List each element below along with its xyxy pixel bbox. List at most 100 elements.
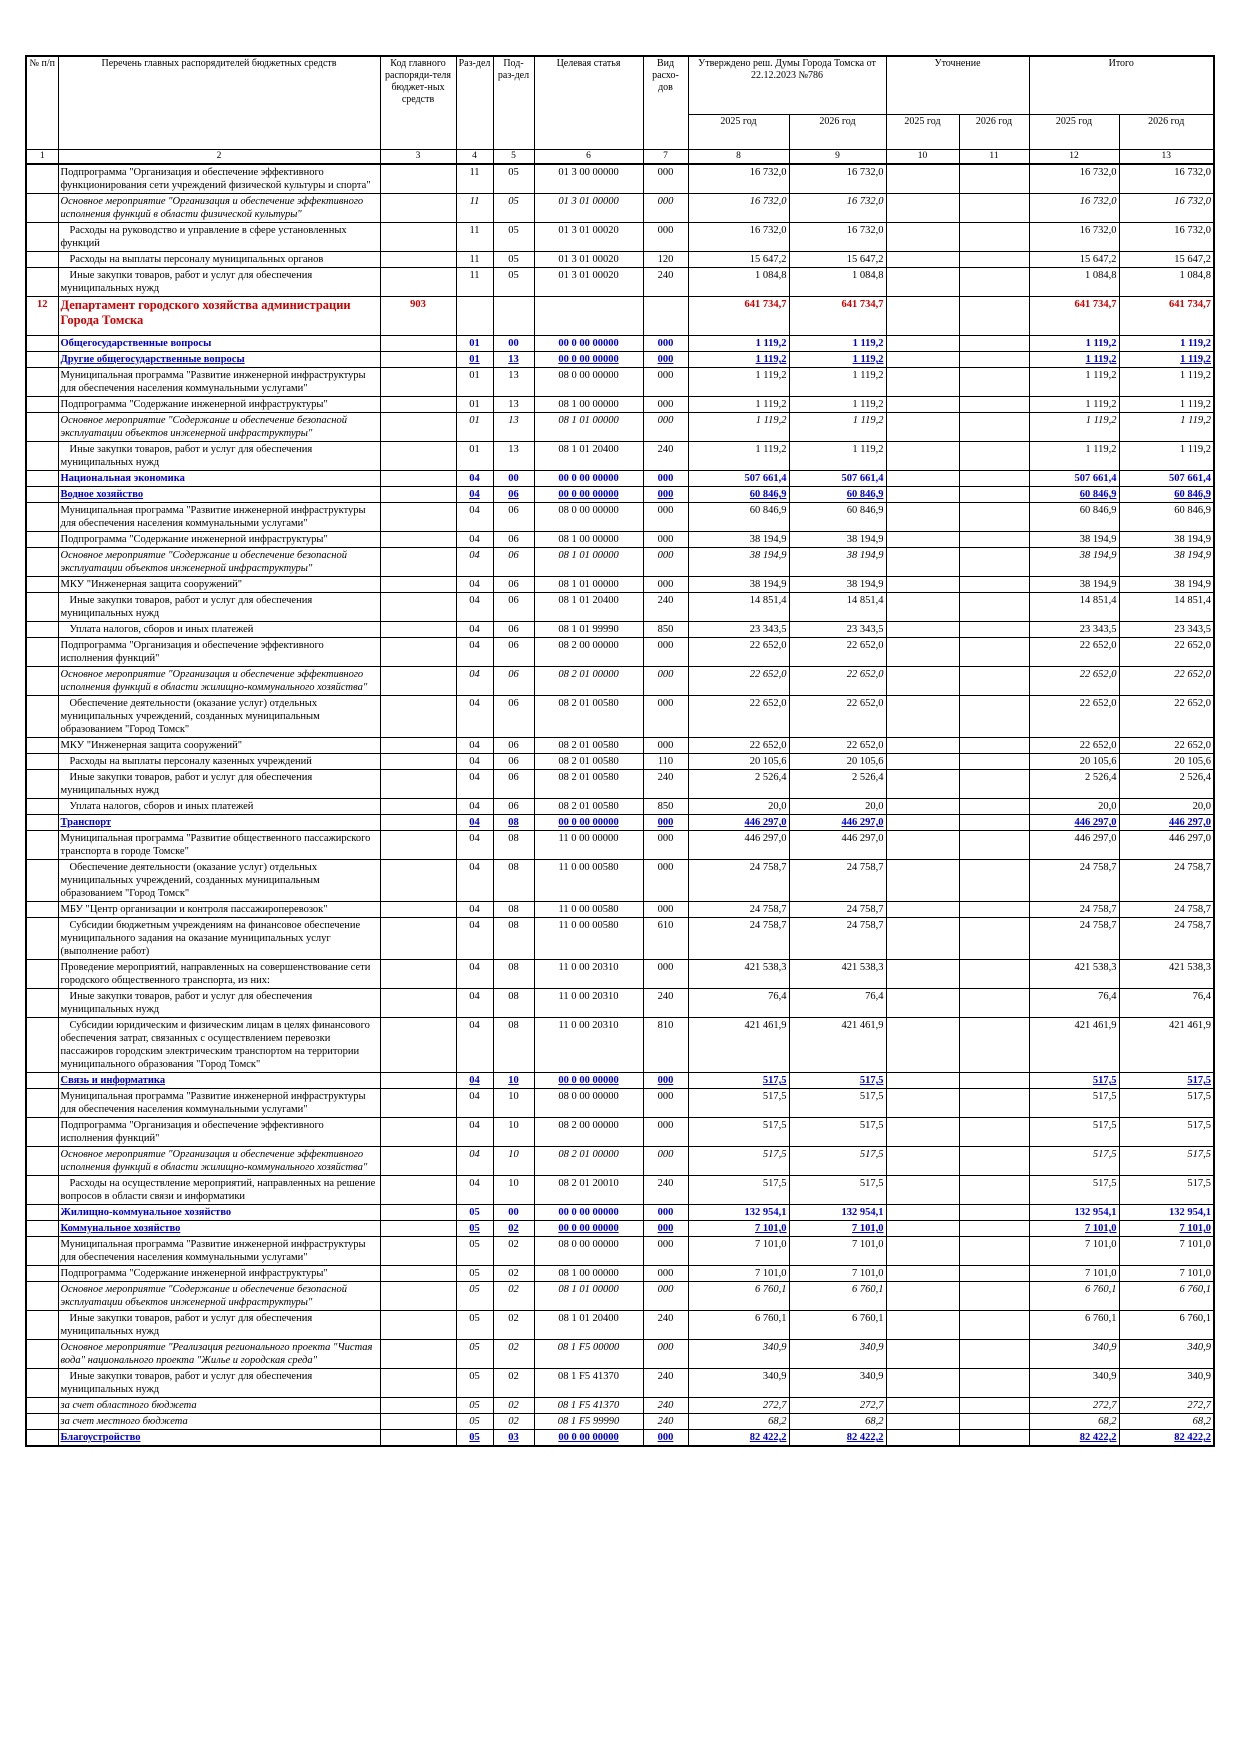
cell-expense-type: 000 [642, 222, 689, 252]
cell-total-2026: 76,4 [1118, 988, 1215, 1018]
cell-approved-2026: 517,5 [788, 1088, 887, 1118]
cell-adjustment-2025 [885, 959, 960, 989]
header-name: Перечень главных распорядителей бюджетны… [57, 55, 381, 150]
cell-name: за счет областного бюджета [57, 1397, 381, 1414]
cell-adjustment-2026 [958, 502, 1030, 532]
cell-adjustment-2026 [958, 1072, 1030, 1089]
cell-adjustment-2025 [885, 222, 960, 252]
cell-adjustment-2025 [885, 1146, 960, 1176]
cell-name: Расходы на выплаты персоналу казенных уч… [57, 753, 381, 770]
cell-razdel: 01 [455, 367, 494, 397]
cell-expense-type: 000 [642, 193, 689, 223]
cell-approved-2026: 6 760,1 [788, 1310, 887, 1340]
cell-expense-type: 000 [642, 1204, 689, 1221]
cell-grbs-code [379, 798, 457, 815]
cell-razdel: 05 [455, 1339, 494, 1369]
cell-podrazdel: 06 [492, 637, 535, 667]
cell-grbs-code [379, 441, 457, 471]
cell-name: Другие общегосударственные вопросы [57, 351, 381, 368]
cell-expense-type: 000 [642, 367, 689, 397]
cell-row-number [25, 193, 59, 223]
cell-podrazdel: 06 [492, 666, 535, 696]
cell-razdel: 04 [455, 1072, 494, 1089]
cell-total-2025: 20 105,6 [1028, 753, 1120, 770]
cell-adjustment-2025 [885, 901, 960, 918]
cell-row-number [25, 592, 59, 622]
cell-approved-2025: 15 647,2 [687, 251, 790, 268]
cell-name: Уплата налогов, сборов и иных платежей [57, 621, 381, 638]
cell-approved-2025: 22 652,0 [687, 666, 790, 696]
cell-adjustment-2025 [885, 193, 960, 223]
cell-approved-2026: 272,7 [788, 1397, 887, 1414]
cell-name: Иные закупки товаров, работ и услуг для … [57, 1310, 381, 1340]
cell-podrazdel: 06 [492, 737, 535, 754]
table-row: Проведение мероприятий, направленных на … [25, 959, 1215, 989]
cell-adjustment-2025 [885, 1220, 960, 1237]
cell-podrazdel: 06 [492, 621, 535, 638]
cell-adjustment-2026 [958, 1429, 1030, 1447]
cell-row-number [25, 959, 59, 989]
cell-total-2026: 22 652,0 [1118, 637, 1215, 667]
cell-name: Подпрограмма "Организация и обеспечение … [57, 163, 381, 194]
cell-expense-type: 000 [642, 470, 689, 487]
cell-adjustment-2025 [885, 1281, 960, 1311]
cell-expense-type: 240 [642, 1175, 689, 1205]
cell-approved-2025: 22 652,0 [687, 737, 790, 754]
cell-name: МКУ "Инженерная защита сооружений" [57, 576, 381, 593]
cell-target-article: 11 0 00 20310 [533, 1017, 644, 1073]
table-row: Иные закупки товаров, работ и услуг для … [25, 1368, 1215, 1398]
cell-podrazdel: 13 [492, 367, 535, 397]
cell-name: Подпрограмма "Организация и обеспечение … [57, 1117, 381, 1147]
cell-grbs-code [379, 412, 457, 442]
cell-total-2025: 38 194,9 [1028, 531, 1120, 548]
cell-razdel: 01 [455, 441, 494, 471]
cell-target-article: 08 1 00 00000 [533, 531, 644, 548]
cell-total-2025: 2 526,4 [1028, 769, 1120, 799]
cell-podrazdel: 13 [492, 412, 535, 442]
cell-grbs-code [379, 1429, 457, 1447]
cell-expense-type: 000 [642, 1281, 689, 1311]
cell-podrazdel: 06 [492, 502, 535, 532]
cell-name: Муниципальная программа "Развитие инжене… [57, 1236, 381, 1266]
cell-target-article: 08 1 01 00000 [533, 412, 644, 442]
cell-target-article: 11 0 00 00580 [533, 859, 644, 902]
cell-adjustment-2026 [958, 1413, 1030, 1430]
cell-name: Основное мероприятие "Организация и обес… [57, 666, 381, 696]
cell-approved-2025: 1 084,8 [687, 267, 790, 297]
cell-adjustment-2026 [958, 830, 1030, 860]
cell-name: Муниципальная программа "Развитие общест… [57, 830, 381, 860]
cell-adjustment-2026 [958, 1339, 1030, 1369]
cell-adjustment-2025 [885, 637, 960, 667]
cell-approved-2025: 60 846,9 [687, 486, 790, 503]
cell-approved-2026: 1 119,2 [788, 351, 887, 368]
cell-approved-2025: 1 119,2 [687, 396, 790, 413]
cell-podrazdel: 02 [492, 1339, 535, 1369]
cell-total-2026: 6 760,1 [1118, 1310, 1215, 1340]
cell-approved-2025: 1 119,2 [687, 351, 790, 368]
cell-target-article: 00 0 00 00000 [533, 486, 644, 503]
cell-approved-2026: 22 652,0 [788, 737, 887, 754]
cell-razdel: 04 [455, 1175, 494, 1205]
table-row: Обеспечение деятельности (оказание услуг… [25, 695, 1215, 738]
cell-approved-2025: 272,7 [687, 1397, 790, 1414]
cell-podrazdel: 02 [492, 1220, 535, 1237]
cell-adjustment-2025 [885, 1175, 960, 1205]
cell-adjustment-2026 [958, 637, 1030, 667]
cell-total-2025: 1 119,2 [1028, 441, 1120, 471]
cell-target-article: 08 2 01 00580 [533, 769, 644, 799]
cell-row-number [25, 814, 59, 831]
cell-approved-2026: 7 101,0 [788, 1236, 887, 1266]
cell-adjustment-2025 [885, 470, 960, 487]
cell-name: Субсидии бюджетным учреждениям на финанс… [57, 917, 381, 960]
cell-adjustment-2026 [958, 412, 1030, 442]
cell-name: МКУ "Инженерная защита сооружений" [57, 737, 381, 754]
cell-razdel: 04 [455, 470, 494, 487]
cell-row-number [25, 859, 59, 902]
cell-razdel: 04 [455, 576, 494, 593]
cell-grbs-code [379, 396, 457, 413]
cell-total-2026: 38 194,9 [1118, 576, 1215, 593]
cell-grbs-code [379, 959, 457, 989]
cell-podrazdel: 13 [492, 396, 535, 413]
cell-name: Муниципальная программа "Развитие инжене… [57, 502, 381, 532]
cell-razdel: 04 [455, 502, 494, 532]
